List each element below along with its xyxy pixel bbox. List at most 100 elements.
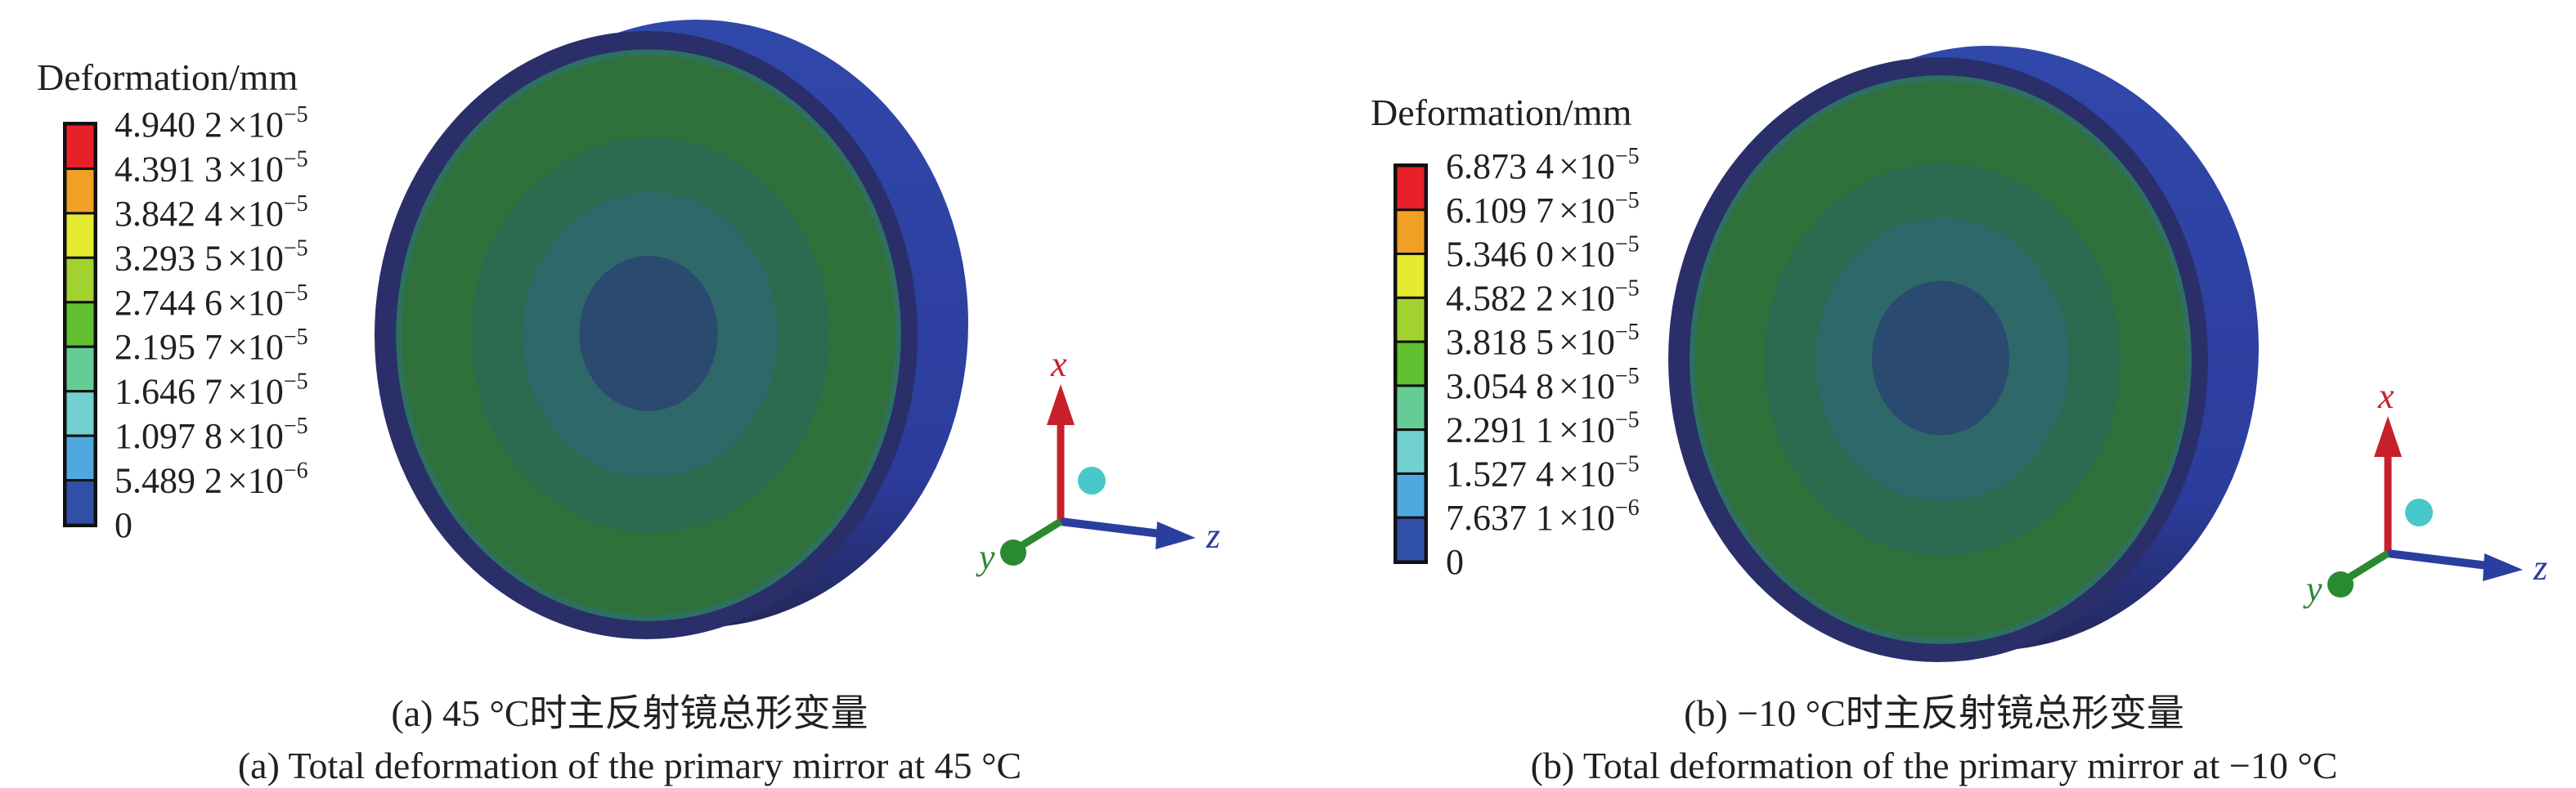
y-axis-label: y [2303, 569, 2322, 609]
z-axis-shaft [1060, 517, 1161, 538]
legend-exponent: −5 [284, 280, 308, 306]
legend-label: 2.744 6 ×10−5 [114, 280, 308, 323]
legend-band [64, 390, 96, 437]
legend-label: 6.873 4 ×10−5 [1446, 144, 1640, 186]
legend-label: 4.391 3 ×10−5 [114, 146, 308, 189]
legend-band [64, 434, 96, 482]
legend-value: 7.637 1 [1446, 498, 1554, 538]
legend-base: ×10 [1559, 410, 1615, 450]
legend-band [1394, 340, 1427, 387]
legend-exponent: −5 [284, 414, 308, 439]
y-axis-ball-icon [1000, 540, 1026, 566]
y-axis-ball-icon [2327, 571, 2354, 598]
legend-base: ×10 [227, 238, 284, 278]
legend-base: ×10 [227, 416, 284, 456]
legend-band [64, 256, 96, 304]
legend-value: 4.582 2 [1446, 278, 1554, 318]
legend-base: ×10 [1559, 498, 1615, 538]
legend-label: 3.818 5 ×10−5 [1446, 320, 1640, 362]
legend-value: 1.097 8 [114, 416, 222, 456]
primary-mirror-contour [1668, 46, 2259, 662]
legend-label: 3.842 4 ×10−5 [114, 191, 308, 234]
z-axis-arrow-icon [1156, 522, 1196, 549]
legend-band [64, 301, 96, 348]
legend-base: ×10 [227, 372, 284, 412]
legend-band [64, 167, 96, 215]
legend-band [64, 479, 96, 526]
legend-band [1394, 164, 1427, 212]
legend-exponent: −5 [284, 191, 308, 217]
legend-band [64, 212, 96, 259]
legend-base: ×10 [1559, 146, 1615, 186]
legend-value: 5.346 0 [1446, 235, 1554, 275]
legend-label: 5.346 0 ×10−5 [1446, 232, 1640, 275]
legend-value: 6.873 4 [1446, 146, 1554, 186]
legend-exponent: −5 [1615, 451, 1640, 477]
caption-en: (a) Total deformation of the primary mir… [238, 745, 1021, 786]
legend-label: 4.582 2 ×10−5 [1446, 275, 1640, 318]
legend-base: ×10 [227, 283, 284, 323]
z-axis-label: z [1205, 516, 1220, 556]
z-axis-arrow-icon [2483, 553, 2523, 581]
origin-marker-icon [1078, 467, 1106, 495]
legend-band [64, 123, 96, 170]
legend-value: 4.940 2 [114, 105, 222, 145]
legend-exponent: −5 [284, 146, 308, 172]
caption-cn: (b) −10 °C时主反射镜总形变量 [1684, 692, 2184, 734]
legend-base: ×10 [1559, 454, 1615, 494]
legend-value: 6.109 7 [1446, 190, 1554, 231]
legend-base: ×10 [1559, 278, 1615, 318]
x-axis-label: x [2377, 376, 2394, 416]
legend-band [1394, 428, 1427, 475]
legend-label: 3.293 5 ×10−5 [114, 235, 308, 278]
legend-title: Deformation/mm [37, 56, 298, 98]
legend-label: 1.097 8 ×10−5 [114, 414, 308, 456]
x-axis-arrow-icon [1047, 384, 1075, 425]
legend-value: 2.291 1 [1446, 410, 1554, 450]
legend-value: 4.391 3 [114, 149, 222, 189]
legend-exponent: −5 [1615, 275, 1640, 301]
legend-base: ×10 [1559, 322, 1615, 362]
legend-exponent: −5 [1615, 364, 1640, 389]
legend-band [1394, 472, 1427, 519]
legend-value: 1.527 4 [1446, 454, 1554, 494]
legend-label: 0 [1446, 542, 1464, 582]
legend-value: 3.293 5 [114, 238, 222, 278]
legend-base: ×10 [227, 105, 284, 145]
legend-band [1394, 253, 1427, 299]
legend-exponent: −5 [1615, 408, 1640, 433]
legend-exponent: −5 [284, 325, 308, 350]
legend-band [1394, 296, 1427, 343]
legend-base: ×10 [1559, 366, 1615, 406]
legend-band [1394, 384, 1427, 432]
legend-value: 0 [114, 505, 132, 545]
legend-exponent: −6 [284, 459, 308, 484]
z-axis-shaft [2387, 549, 2488, 570]
legend-base: ×10 [227, 461, 284, 501]
origin-marker-icon [2405, 499, 2433, 526]
coordinate-triad: x z y [976, 344, 1220, 577]
legend-band [1394, 208, 1427, 256]
legend-value: 2.195 7 [114, 327, 222, 367]
legend-base: ×10 [227, 194, 284, 234]
legend-exponent: −5 [284, 369, 308, 395]
y-axis-label: y [976, 537, 995, 577]
legend-base: ×10 [1559, 235, 1615, 275]
legend-label: 1.527 4 ×10−5 [1446, 451, 1640, 494]
legend-exponent: −5 [1615, 144, 1640, 169]
legend-label: 4.940 2 ×10−5 [114, 102, 308, 145]
legend-base: ×10 [227, 327, 284, 367]
mirror-center [1871, 280, 2010, 436]
legend-title: Deformation/mm [1371, 92, 1632, 133]
legend-label: 1.646 7 ×10−5 [114, 369, 308, 412]
legend-value: 3.818 5 [1446, 322, 1554, 362]
legend-base: ×10 [227, 149, 284, 189]
z-axis-label: z [2533, 548, 2547, 588]
caption-cn: (a) 45 °C时主反射镜总形变量 [391, 692, 868, 734]
legend-value: 5.489 2 [114, 461, 222, 501]
primary-mirror-contour [375, 20, 968, 639]
legend-exponent: −5 [1615, 232, 1640, 257]
legend-exponent: −5 [1615, 188, 1640, 213]
legend-value: 3.054 8 [1446, 366, 1554, 406]
